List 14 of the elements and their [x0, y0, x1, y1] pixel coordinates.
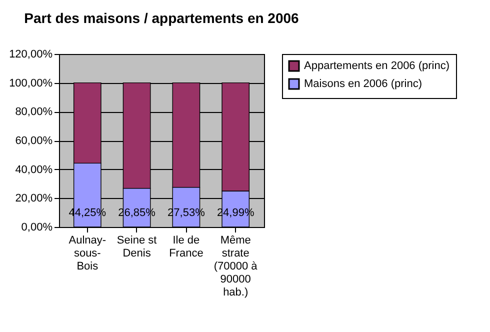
x-tick-label: Aulnay-sous-Bois [68, 234, 106, 272]
legend-label: Maisons en 2006 (princ) [304, 78, 422, 90]
legend-label: Appartements en 2006 (princ) [304, 60, 450, 72]
y-tick-label: 120,00% [9, 48, 53, 60]
y-tick-label: 60,00% [15, 135, 53, 147]
x-tick-label: Même strate (70000 à 90000 hab.) [214, 234, 258, 298]
y-tick-label: 20,00% [15, 192, 53, 205]
y-tick-label: 0,00% [21, 222, 53, 234]
y-tick-label: 80,00% [15, 106, 53, 118]
y-tick-label: 40,00% [15, 164, 53, 176]
x-tick-label: Seine st Denis [116, 234, 157, 260]
x-tick-label: Ile de France [169, 234, 204, 260]
chart-title: Part des maisons / appartements en 2006 [24, 10, 300, 26]
y-tick-label: 100,00% [9, 77, 53, 90]
